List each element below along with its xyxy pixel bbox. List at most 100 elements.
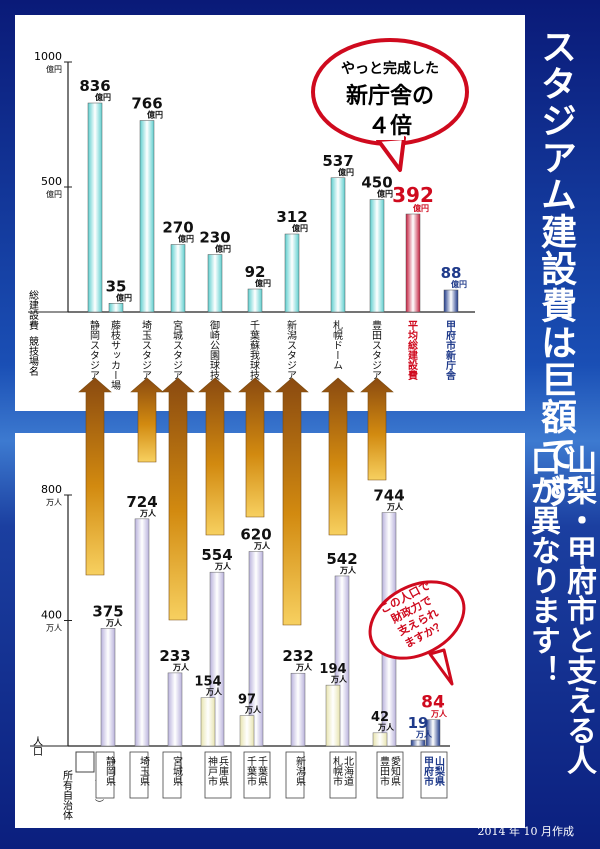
top-tick-unit-0: 億円 (46, 64, 62, 74)
top-category-9: 平均総建設費 (406, 320, 419, 381)
bottom-tick-label-0: 800 (41, 483, 62, 496)
bottom-unit-1: 万人 (139, 508, 157, 518)
bottom-inner-unit-4: 万人 (244, 705, 262, 715)
bottom-value-7: 744 (373, 487, 404, 505)
bottom-category-0: 静岡県 (104, 755, 116, 787)
bottom-inner-value-6: 194 (319, 662, 346, 677)
arrow-1 (130, 377, 164, 463)
callout-tail-mask (376, 134, 404, 140)
top-unit-9: 億円 (413, 203, 429, 213)
top-unit-4: 億円 (215, 244, 231, 254)
top-bar-8 (369, 199, 385, 313)
bottom-unit-3: 万人 (214, 561, 232, 571)
bottom-category-5: 新潟県 (294, 755, 306, 787)
bottom-inner-unit-3: 万人 (205, 687, 223, 697)
callout-line-3: ４倍 (368, 113, 412, 139)
top-category-5: 千葉蘇我球技場 (248, 320, 260, 391)
top-unit-8: 億円 (377, 189, 393, 199)
top-value-10: 88 (441, 264, 462, 282)
bottom-category-box-8 (420, 751, 448, 799)
top-bar-2 (139, 120, 155, 313)
bottom-category-box-4 (243, 751, 271, 799)
bottom-inner-value-7: 42 (371, 710, 389, 725)
bottom-tick-unit-1: 万人 (46, 624, 62, 633)
bottom-unit-6: 万人 (339, 565, 357, 575)
top-unit-6: 億円 (292, 223, 308, 233)
top-tick-label-1: 500 (41, 175, 62, 188)
top-category-4: 御崎公園球技場 (208, 319, 220, 391)
bottom-category-box-1 (129, 751, 149, 799)
top-unit-2: 億円 (147, 110, 163, 120)
top-category-0: 静岡スタジアム (88, 319, 100, 390)
bottom-inner-value-4: 97 (238, 693, 256, 708)
bottom-value-2: 233 (159, 647, 190, 665)
top-value-6: 312 (276, 208, 307, 226)
top-bar-3 (170, 244, 186, 313)
bottom-x-label: 所有自治体 (61, 770, 73, 821)
top-category-3: 宮城スタジアム (171, 319, 183, 390)
bottom-inner-bar-7 (372, 732, 388, 747)
bottom-value-3: 554 (201, 546, 232, 564)
top-unit-5: 億円 (255, 278, 271, 288)
bottom-inner-category-7: 豊田市 (378, 755, 390, 787)
top-value-1: 35 (106, 277, 127, 295)
bottom-category-box-3 (204, 751, 232, 799)
bottom-inner-bar-4 (239, 715, 255, 747)
top-category-8: 豊田スタジアム (370, 319, 382, 390)
bottom-inner-unit-8: 万人 (415, 729, 433, 739)
top-category-2: 埼玉スタジアム (140, 319, 152, 390)
bottom-value-8: 84 (421, 693, 445, 713)
top-value-9: 392 (392, 183, 434, 207)
bottom-category-box-0 (95, 751, 115, 799)
top-bar-0 (87, 102, 103, 313)
bottom-value-1: 724 (126, 493, 157, 511)
top-category-6: 新潟スタジアム (285, 319, 297, 390)
bottom-tick-unit-0: 万人 (46, 498, 62, 507)
top-value-7: 537 (322, 152, 353, 170)
arrow-6 (321, 377, 355, 536)
arrow-3 (198, 377, 232, 536)
population-callout-tail (428, 648, 454, 686)
bottom-category-box-5 (285, 751, 305, 799)
top-bar-10 (443, 289, 459, 313)
bottom-inner-category-4: 千葉市 (245, 756, 257, 787)
bottom-inner-unit-7: 万人 (377, 722, 395, 732)
bottom-tick-label-1: 400 (41, 609, 62, 622)
bottom-category-8: 山梨県 (433, 755, 446, 787)
top-tick-unit-1: 億円 (46, 189, 62, 199)
top-category-7: 札幌ドーム (331, 319, 343, 370)
bottom-inner-unit-6: 万人 (330, 674, 348, 684)
bottom-category-box-6 (329, 751, 357, 799)
top-y-label: 総建設費 (27, 289, 39, 331)
bottom-bar-1 (134, 518, 150, 747)
bottom-category-2: 宮城県 (171, 755, 183, 787)
bottom-category-box-2 (162, 751, 182, 799)
headline-top: スタジアム建設費は巨額です (535, 28, 576, 509)
arrow-7 (360, 377, 394, 481)
top-bar-6 (284, 233, 300, 313)
top-bar-4 (207, 254, 223, 313)
top-value-3: 270 (162, 219, 193, 237)
top-unit-1: 億円 (116, 292, 132, 302)
bottom-category-3: 兵庫県 (217, 755, 229, 787)
bottom-inner-category-3: 神戸市 (206, 755, 218, 787)
callout-line-2: 新庁舎の (346, 83, 434, 109)
top-unit-10: 億円 (451, 279, 467, 289)
population-callout-bubble (368, 580, 466, 660)
top-category-10: 甲府市新庁舎 (444, 320, 457, 381)
top-bar-9 (405, 213, 421, 313)
callout-tail (376, 136, 406, 172)
bottom-category-4: 千葉県 (256, 756, 268, 787)
bottom-inner-value-3: 154 (194, 675, 221, 690)
bottom-category-6: 北海道 (342, 756, 354, 786)
bottom-value-4: 620 (240, 525, 271, 543)
bottom-bar-4 (248, 551, 264, 747)
bottom-value-5: 232 (282, 647, 313, 665)
top-unit-7: 億円 (338, 167, 354, 177)
bottom-inner-category-6: 札幌市 (331, 755, 343, 787)
bottom-value-0: 375 (92, 602, 123, 620)
bottom-unit-8: 万人 (430, 709, 448, 719)
top-unit-3: 億円 (178, 234, 194, 244)
